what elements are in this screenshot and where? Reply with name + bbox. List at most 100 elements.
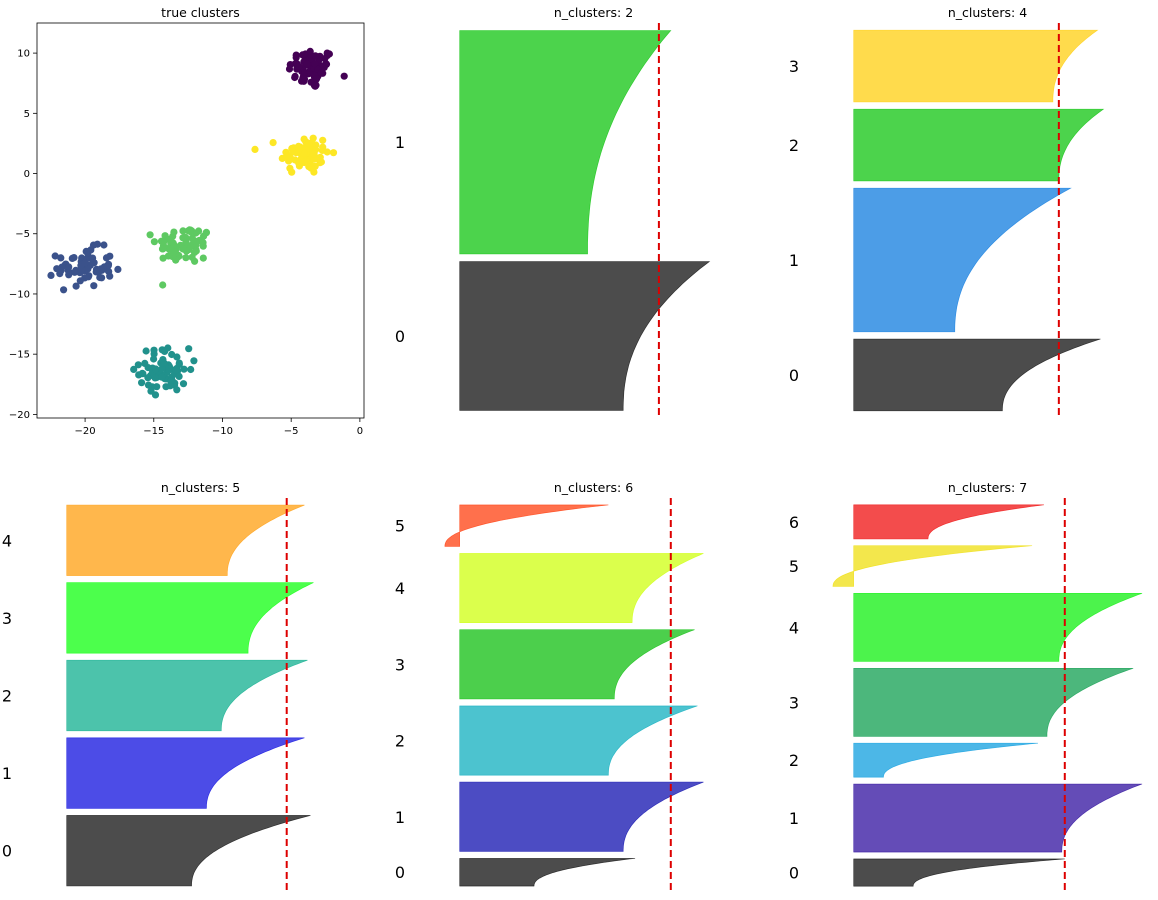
scatter-point [159, 281, 167, 289]
x-tick-label: −10 [212, 426, 233, 437]
silhouette-cluster-3 [66, 582, 314, 654]
scatter-point [90, 282, 98, 290]
chart-title: n_clusters: 4 [948, 5, 1027, 20]
scatter-point [104, 261, 112, 269]
scatter-point [180, 365, 188, 373]
scatter-point [182, 233, 190, 242]
cluster-label: 4 [2, 531, 12, 550]
silhouette-cluster-2 [853, 108, 1105, 182]
silhouette-cluster-0 [459, 858, 636, 887]
scatter-point [65, 271, 73, 279]
cluster-label: 4 [395, 579, 405, 598]
scatter-point [325, 50, 333, 58]
scatter-point [65, 263, 73, 271]
scatter-point [150, 355, 158, 363]
scatter-point [316, 153, 324, 161]
silhouette-cluster-0 [66, 815, 311, 887]
cluster-label: 1 [395, 808, 405, 827]
chart-title: n_clusters: 7 [948, 480, 1027, 495]
scatter-point [190, 357, 198, 365]
scatter-point [182, 254, 190, 262]
scatter-point [147, 387, 155, 395]
cluster-label: 5 [395, 517, 405, 536]
scatter-point [323, 148, 331, 156]
scatter-point [319, 136, 327, 144]
silhouette-cluster-4 [853, 593, 1143, 662]
cluster-label: 2 [789, 136, 799, 155]
y-tick-label: 5 [24, 109, 30, 120]
y-tick-label: −5 [15, 229, 30, 240]
silhouette-cluster-6 [853, 504, 1045, 540]
silhouette-panel-1: 0 1 n_clusters: 2 [395, 5, 711, 418]
scatter-point [303, 60, 311, 68]
cluster-label: 3 [395, 655, 405, 674]
silhouette-panel-5: 0 1 2 3 4 5 6 n_clusters: 7 [789, 480, 1143, 893]
scatter-point [144, 374, 152, 382]
scatter-point [92, 265, 101, 273]
cluster-label: 1 [395, 133, 405, 152]
scatter-point [142, 347, 150, 355]
scatter-point [170, 228, 178, 236]
silhouette-cluster-3 [853, 668, 1134, 737]
cluster-label: 1 [2, 764, 12, 783]
cluster-label: 3 [2, 609, 12, 628]
scatter-point [291, 72, 299, 80]
scatter-cluster-1 [251, 134, 338, 176]
scatter-point [299, 51, 307, 59]
scatter-point [179, 380, 188, 388]
y-tick-label: 10 [17, 49, 30, 60]
scatter-point [141, 359, 149, 367]
scatter-point [307, 164, 315, 172]
silhouette-cluster-1 [459, 781, 704, 852]
scatter-point [53, 265, 61, 273]
cluster-label: 0 [395, 327, 405, 346]
scatter-point [251, 145, 259, 153]
scatter-point [175, 372, 183, 380]
scatter-point [130, 365, 138, 373]
scatter-point [114, 265, 122, 273]
cluster-label: 1 [789, 809, 799, 828]
y-tick-label: 0 [24, 169, 30, 180]
silhouette-cluster-5 [444, 504, 609, 547]
scatter-point [340, 72, 348, 80]
cluster-label: 5 [789, 557, 799, 576]
cluster-label: 0 [395, 863, 405, 882]
silhouette-cluster-1 [853, 783, 1143, 853]
scatter-point [317, 69, 325, 77]
scatter-point [160, 359, 168, 367]
scatter-point [300, 149, 308, 157]
silhouette-cluster-0 [459, 261, 711, 411]
scatter-point [288, 168, 296, 176]
cluster-label: 3 [789, 57, 799, 76]
scatter-cluster-3 [47, 240, 122, 294]
scatter-point [89, 241, 98, 249]
silhouette-cluster-0 [853, 338, 1101, 412]
silhouette-cluster-2 [459, 705, 698, 776]
scatter-point [306, 47, 314, 56]
scatter-point [138, 379, 146, 387]
cluster-label: 2 [2, 687, 12, 706]
scatter-point [187, 365, 195, 374]
chart-title: true clusters [161, 5, 240, 20]
scatter-point [199, 254, 207, 262]
cluster-label: 3 [789, 693, 799, 712]
scatter-point [269, 139, 277, 147]
scatter-point [311, 82, 319, 90]
scatter-panel: −20 −15 −10 −5 0 −20 −15 −10 −5 0 5 10 true clusters [9, 5, 365, 437]
scatter-cluster-0 [285, 47, 348, 90]
scatter-point [179, 227, 187, 235]
scatter-point [285, 65, 294, 73]
scatter-point [179, 245, 187, 253]
y-tick-label: −10 [9, 289, 30, 300]
cluster-label: 4 [789, 618, 799, 637]
x-tick-label: −5 [284, 426, 299, 437]
scatter-point [68, 254, 76, 262]
scatter-point [164, 344, 172, 352]
scatter-point [146, 231, 154, 239]
cluster-label: 0 [789, 366, 799, 385]
silhouette-cluster-2 [853, 742, 1039, 778]
scatter-point [106, 272, 114, 280]
scatter-point [84, 273, 92, 281]
scatter-point [102, 254, 111, 262]
